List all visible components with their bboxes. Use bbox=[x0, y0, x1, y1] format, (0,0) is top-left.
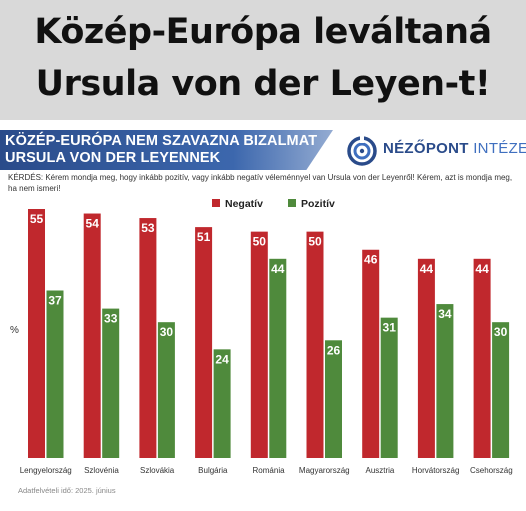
bar-value-label-positive: 31 bbox=[383, 321, 397, 335]
bar-value-label-positive: 30 bbox=[494, 325, 508, 339]
y-axis-label: % bbox=[10, 325, 19, 336]
brand-name-part-2: INTÉZET bbox=[473, 140, 526, 157]
nezopont-logo-icon bbox=[347, 136, 377, 166]
bar-negative bbox=[362, 249, 380, 458]
bar-positive bbox=[492, 322, 510, 458]
category-label: Ausztria bbox=[365, 466, 394, 475]
bar-value-label-negative: 46 bbox=[364, 253, 378, 267]
brand-name-part-1: NÉZŐPONT bbox=[383, 140, 469, 157]
bar-negative bbox=[473, 258, 491, 458]
bar-value-label-positive: 33 bbox=[104, 312, 118, 326]
bar-negative bbox=[195, 227, 213, 458]
legend-label-negative: Negatív bbox=[225, 198, 263, 210]
bar-positive bbox=[380, 317, 398, 458]
bar-value-label-positive: 37 bbox=[48, 293, 62, 307]
category-label: Horvátország bbox=[412, 466, 460, 475]
bar-value-label-negative: 51 bbox=[197, 230, 211, 244]
bar-value-label-positive: 34 bbox=[438, 307, 452, 321]
legend-label-positive: Pozitív bbox=[301, 198, 335, 210]
bar-negative bbox=[139, 218, 157, 458]
bar-value-label-positive: 30 bbox=[160, 325, 174, 339]
chart-title-line-2: URSULA VON DER LEYENNEK bbox=[5, 150, 221, 166]
category-label: Románia bbox=[253, 466, 286, 475]
headline-line-1: Közép-Európa leváltaná bbox=[34, 12, 492, 52]
legend-swatch-negative bbox=[212, 199, 220, 207]
headline-line-2: Ursula von der Leyen-t! bbox=[35, 64, 491, 104]
category-label: Lengyelország bbox=[20, 466, 72, 475]
bar-value-label-negative: 44 bbox=[475, 262, 489, 276]
chart-title-bar bbox=[0, 130, 333, 170]
legend-item-positive: Pozitív bbox=[288, 198, 335, 210]
bar-positive bbox=[436, 304, 454, 458]
bar-value-label-negative: 54 bbox=[86, 217, 100, 231]
bar-positive bbox=[213, 349, 231, 458]
bar-negative bbox=[306, 231, 324, 458]
bar-value-label-positive: 26 bbox=[327, 343, 341, 357]
category-label: Szlovákia bbox=[140, 466, 175, 475]
bar-negative bbox=[83, 213, 101, 458]
category-label: Szlovénia bbox=[84, 466, 119, 475]
bar-negative bbox=[28, 209, 45, 458]
legend-item-negative: Negatív bbox=[212, 198, 263, 210]
bar-positive bbox=[325, 340, 342, 458]
brand-name: NÉZŐPONT INTÉZET bbox=[383, 140, 526, 157]
bar-value-label-negative: 50 bbox=[308, 235, 322, 249]
bar-value-label-negative: 53 bbox=[141, 221, 155, 235]
chart-title-line-1: KÖZÉP-EURÓPA NEM SZAVAZNA BIZALMAT bbox=[5, 133, 318, 149]
bar-negative bbox=[250, 231, 268, 458]
bar-negative bbox=[417, 258, 435, 458]
bar-value-label-negative: 50 bbox=[253, 235, 267, 249]
source-note: Adatfelvételi idő: 2025. június bbox=[18, 486, 116, 495]
bar-value-label-negative: 44 bbox=[420, 262, 434, 276]
category-label: Magyarország bbox=[299, 466, 350, 475]
bar-value-label-negative: 55 bbox=[30, 212, 44, 226]
bar-positive bbox=[46, 290, 64, 458]
category-label: Bulgária bbox=[198, 466, 228, 475]
category-label: Csehország bbox=[470, 466, 513, 475]
bar-positive bbox=[269, 258, 287, 458]
bar-value-label-positive: 44 bbox=[271, 262, 285, 276]
survey-question: KÉRDÉS: Kérem mondja meg, hogy inkább po… bbox=[8, 173, 513, 193]
bar-value-label-positive: 24 bbox=[215, 352, 229, 366]
legend-swatch-positive bbox=[288, 199, 296, 207]
headline-banner bbox=[0, 0, 526, 120]
bar-positive bbox=[157, 322, 175, 458]
bar-positive bbox=[102, 308, 120, 458]
